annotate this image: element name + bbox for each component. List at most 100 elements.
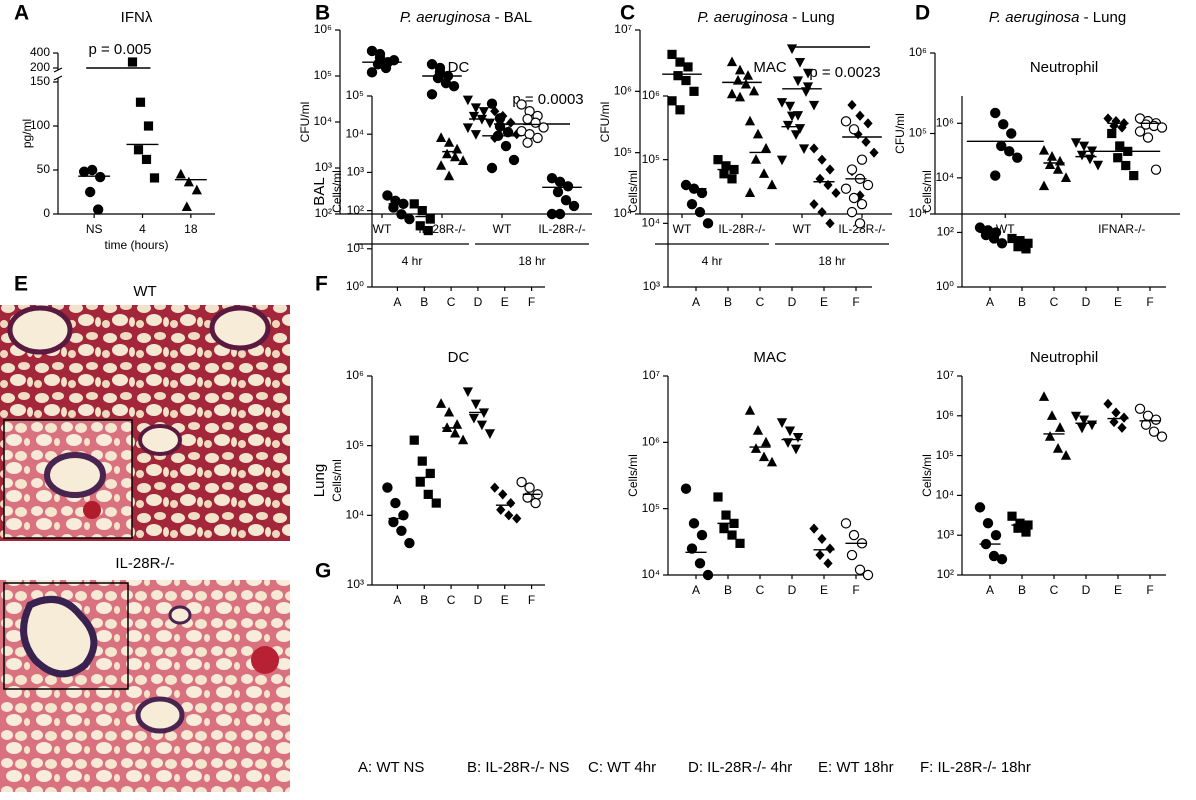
y-tick-label: 10⁶ [642,435,660,449]
chart-title: Neutrophil [1030,59,1098,76]
title-species: P. aeruginosa [400,9,491,26]
data-point [1086,420,1098,431]
y-tick-label: 10³ [643,279,660,293]
data-point [802,68,814,79]
data-point [490,106,500,117]
panel-letter: F [315,273,328,296]
y-tick-label: 10³ [347,165,364,179]
data-point [1052,442,1064,453]
data-point [776,155,788,166]
data-point [990,107,1001,119]
x-tick-label: A [393,593,401,607]
data-point [776,98,788,108]
data-point [562,181,574,192]
x-tick-label: E [1114,583,1122,597]
data-point [1150,164,1162,175]
data-point [798,144,810,155]
data-point [423,225,433,236]
key-item: E: WT 18hr [818,759,894,776]
data-point [727,174,737,184]
y-axis-label: Cells/ml [920,170,934,213]
data-point [721,161,731,171]
y-tick-label: 10² [315,206,332,220]
x-tick-label: E [820,583,828,597]
x-tick-label: A [986,583,994,597]
x-tick-label: D [1082,583,1091,597]
data-point [702,218,714,229]
data-point [996,238,1008,249]
data-point [366,67,378,78]
panel-letter: B [315,2,330,25]
data-point [470,103,482,114]
data-point [1140,419,1152,430]
data-point [815,549,825,561]
x-tick-label: NS [86,222,103,236]
data-point [840,183,852,194]
data-point [512,513,522,524]
data-point [516,99,527,110]
data-point [451,419,463,429]
data-point [982,518,994,529]
data-point [1070,138,1082,148]
data-point [1156,431,1168,442]
chart-title: MAC [753,349,787,366]
x-tick-label: B [1018,583,1026,597]
data-point [496,504,506,515]
data-point [374,48,386,60]
x-tick-label: WT [793,222,812,236]
axis-break [53,67,63,73]
data-point [508,154,520,166]
image-label: WT [133,283,156,300]
p-value: p = 0.0003 [512,91,583,108]
y-tick-label: 100 [30,118,50,132]
data-point [831,187,841,199]
y-axis-label: Cells/ml [626,454,640,497]
data-point [802,82,814,93]
p-value: p = 0.0023 [809,64,880,81]
x-tick-label: A [986,295,994,309]
data-point [681,75,691,86]
x-tick-label: B [420,295,428,309]
data-point [441,148,453,159]
y-axis-label: Cells/ml [920,454,934,497]
data-point [388,55,400,66]
data-point [809,143,819,154]
y-tick-label: 10⁵ [314,68,332,82]
data-point [750,443,762,453]
x-tick-label: IL-28R-/- [718,222,765,236]
data-point [823,558,833,569]
data-point [790,130,802,140]
data-point [92,204,104,215]
data-point [1007,233,1017,244]
data-point [504,126,514,137]
data-point [143,121,154,131]
data-point [175,168,186,179]
x-tick-label: E [501,593,509,607]
x-tick-label: F [528,295,535,309]
data-point [524,482,535,493]
data-point [996,553,1008,565]
key-item: D: IL-28R-/- 4hr [688,759,792,776]
data-point [448,81,460,92]
data-point [760,142,772,153]
data-point [766,456,778,467]
data-point [552,186,564,198]
x-tick-label: WT [673,222,692,236]
y-tick-label: 10⁴ [345,508,364,522]
data-point [809,523,819,534]
data-point [863,118,873,129]
y-tick-label: 10³ [937,527,954,541]
data-point [823,179,833,191]
data-point [696,529,708,541]
data-point [484,118,496,129]
data-point [443,170,455,181]
x-tick-label: D [1082,295,1091,309]
data-point [1117,122,1127,133]
data-point [734,64,746,75]
y-tick-label: 10⁷ [936,368,954,382]
y-tick-label: 10⁴ [641,216,660,230]
x-tick-label: A [393,295,401,309]
data-point [486,162,498,174]
data-point [1021,527,1031,537]
x-tick-label: D [788,583,797,597]
